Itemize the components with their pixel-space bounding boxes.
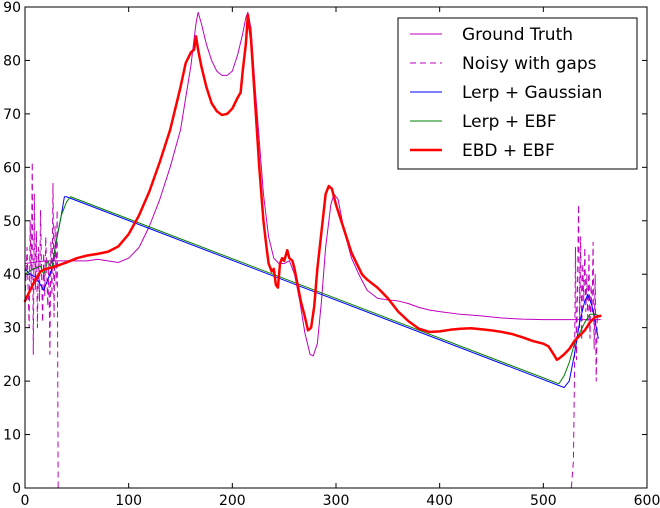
legend-label: Ground Truth xyxy=(462,25,573,45)
x-tick-label: 300 xyxy=(323,493,350,508)
y-tick-label: 40 xyxy=(3,267,21,283)
legend-label: Lerp + Gaussian xyxy=(462,83,602,103)
series-line-4 xyxy=(24,196,599,385)
y-tick-label: 90 xyxy=(3,0,21,16)
legend-label: Lerp + EBF xyxy=(462,112,557,132)
y-tick-label: 70 xyxy=(3,107,21,123)
y-tick-label: 0 xyxy=(12,481,21,497)
legend: Ground Truth Noisy with gaps Lerp + Gaussi… xyxy=(397,17,638,170)
series-line-1 xyxy=(24,11,601,357)
axis-ticks: 0 100 200 300 400 500 600 0 10 20 30 40 50 60 70 80 90 xyxy=(3,0,660,508)
y-tick-label: 30 xyxy=(3,321,21,337)
y-tick-label: 50 xyxy=(3,214,21,230)
legend-label: Noisy with gaps xyxy=(462,54,597,74)
y-tick-label: 20 xyxy=(3,374,21,390)
y-tick-label: 80 xyxy=(3,53,21,69)
x-tick-label: 400 xyxy=(426,493,453,508)
legend-box xyxy=(397,17,638,170)
plot-lines xyxy=(23,11,602,489)
series-line-5 xyxy=(23,13,602,361)
x-tick-label: 0 xyxy=(21,493,30,508)
x-tick-label: 100 xyxy=(115,493,142,508)
x-tick-label: 600 xyxy=(634,493,660,508)
y-tick-label: 60 xyxy=(3,160,21,176)
series-line-3 xyxy=(24,196,599,389)
y-tick-label: 10 xyxy=(3,428,21,444)
legend-label: EBD + EBF xyxy=(462,141,555,161)
x-tick-label: 500 xyxy=(530,493,557,508)
x-tick-label: 200 xyxy=(219,493,246,508)
